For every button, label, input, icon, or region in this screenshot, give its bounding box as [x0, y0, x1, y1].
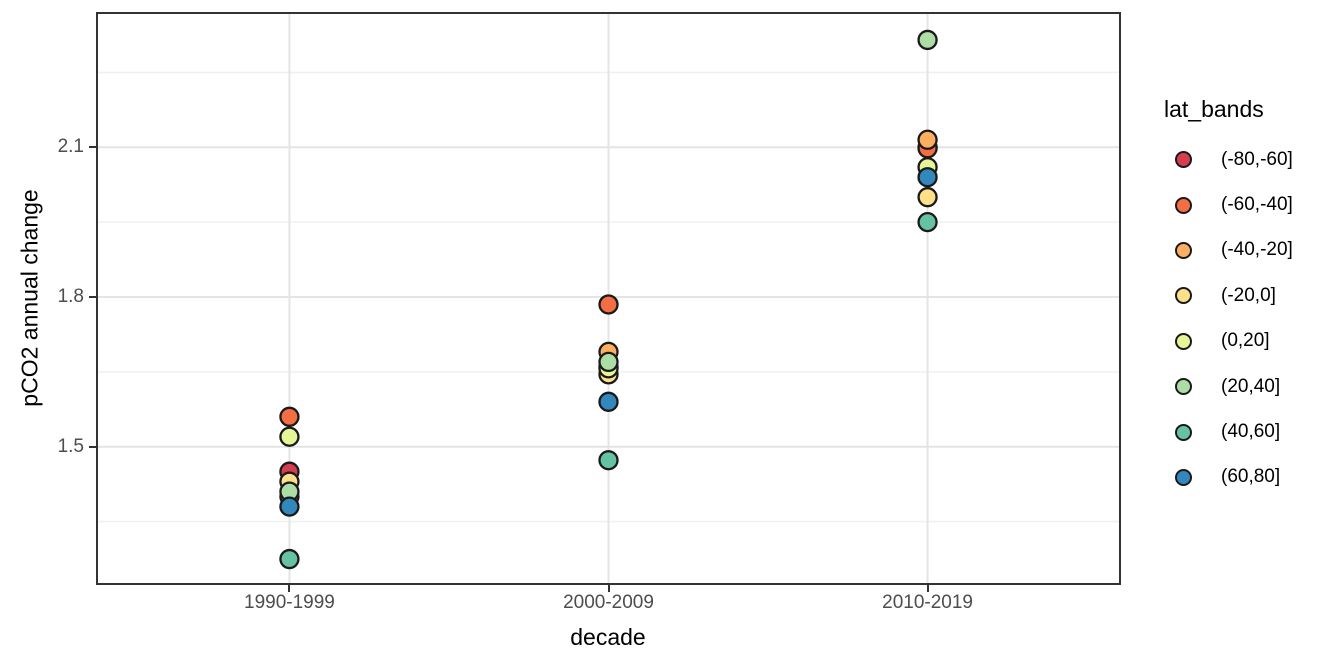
data-point	[917, 29, 938, 51]
legend-entry: (-20,0]	[1164, 273, 1293, 318]
data-point	[917, 211, 938, 233]
legend-label: (-20,0]	[1221, 284, 1276, 306]
x-tick-label: 2000-2009	[563, 592, 654, 613]
y-tick-label: 1.5	[57, 435, 84, 457]
data-point	[917, 167, 938, 188]
legend-entry: (-40,-20]	[1164, 228, 1293, 273]
legend-label: (-40,-20]	[1221, 239, 1293, 261]
legend-entry: (40,60]	[1164, 409, 1293, 454]
data-point	[598, 294, 619, 315]
x-axis-title: decade	[570, 624, 646, 650]
legend-label: (-60,-40]	[1221, 194, 1293, 216]
legend-title: lat_bands	[1164, 96, 1264, 122]
y-tick-label: 1.8	[57, 286, 84, 307]
legend-key-icon	[1175, 423, 1192, 441]
plot-panel	[96, 12, 1121, 585]
legend-entry: (0,20]	[1164, 319, 1293, 364]
legend-entry: (-80,-60]	[1164, 137, 1293, 182]
legend-label: (0,20]	[1221, 330, 1270, 352]
x-tick-mark	[926, 585, 929, 592]
y-tick-mark	[89, 146, 96, 149]
legend-key-icon	[1175, 287, 1192, 305]
legend-key-icon	[1175, 241, 1192, 259]
data-point	[598, 391, 619, 412]
data-point	[279, 496, 300, 517]
data-point	[279, 426, 300, 447]
legend-entry: (60,80]	[1164, 455, 1293, 500]
y-tick-mark	[89, 445, 96, 448]
x-tick-mark	[607, 585, 610, 592]
legend-label: (-80,-60]	[1221, 148, 1293, 170]
y-axis-title: pCO2 annual change	[16, 189, 43, 407]
plot-area	[98, 14, 1119, 583]
legend-key-icon	[1175, 151, 1192, 169]
legend-label: (20,40]	[1221, 375, 1281, 397]
legend-label: (60,80]	[1221, 466, 1281, 488]
legend-key-icon	[1175, 196, 1192, 214]
data-point	[598, 450, 619, 471]
legend-entry: (-60,-40]	[1164, 182, 1293, 227]
legend-entry: (20,40]	[1164, 364, 1293, 409]
data-point	[279, 548, 300, 570]
y-tick-label: 2.1	[57, 136, 84, 158]
legend-entries: (-80,-60] (-60,-40] (-40,-20] (-20,0] (0,20]…	[1164, 137, 1293, 500]
data-point	[917, 187, 938, 208]
legend-label: (40,60]	[1221, 421, 1281, 443]
legend-key-icon	[1175, 378, 1192, 396]
y-tick-mark	[89, 296, 96, 298]
legend: lat_bands (-80,-60] (-60,-40] (-40,-20] (-2…	[1164, 96, 1293, 500]
x-tick-mark	[288, 585, 291, 592]
x-tick-label: 2010-2019	[882, 592, 973, 613]
data-point	[917, 129, 938, 150]
x-tick-label: 1990-1999	[244, 592, 335, 613]
data-point	[598, 351, 619, 373]
legend-key-icon	[1175, 332, 1192, 350]
data-point	[279, 406, 300, 427]
legend-key-icon	[1175, 468, 1192, 486]
